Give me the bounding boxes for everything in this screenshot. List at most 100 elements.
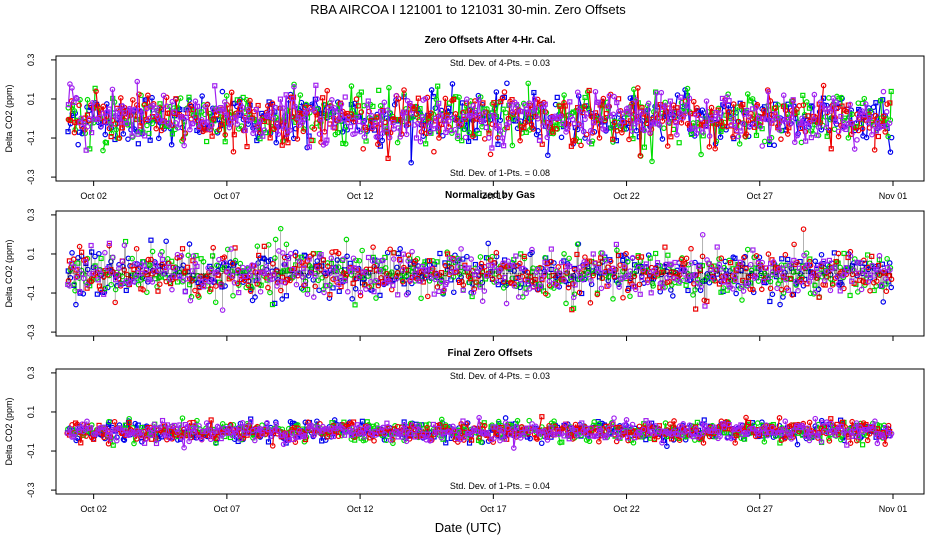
data-point [327,292,333,298]
data-point [297,92,304,98]
connector [469,115,471,117]
data-point [330,276,336,282]
data-point [551,260,557,266]
data-point [88,278,95,285]
data-point [149,94,155,101]
data-point [430,265,436,272]
data-point [735,133,742,140]
y-axis-label: Delta CO2 (ppm) [4,239,14,307]
data-point [112,299,118,306]
data-point [254,243,261,249]
data-point [855,100,862,106]
data-point [744,91,751,97]
data-point [314,96,320,102]
data-point [355,103,361,109]
data-point [736,141,743,147]
data-point [123,287,129,294]
data-point [511,116,517,122]
connector [71,105,75,112]
data-point [301,126,307,132]
data-point [602,127,608,133]
data-point [70,256,77,263]
data-point [461,113,467,120]
data-point [754,101,761,108]
data-point [658,89,665,96]
data-point [698,151,704,158]
data-point [372,119,378,126]
data-point [879,123,885,130]
connector [277,99,282,135]
data-point [610,111,617,118]
data-point [75,260,81,266]
data-point [544,119,550,126]
data-point [851,146,858,152]
data-point [818,251,825,258]
data-point [450,114,456,121]
connector [568,124,572,147]
data-point [467,276,474,282]
connector [80,117,85,124]
connector [544,104,548,138]
data-point [403,267,409,273]
data-point [713,109,719,116]
data-point [477,254,484,260]
data-point [245,282,252,289]
connector [695,114,698,134]
connector [844,109,847,113]
data-point [172,109,178,115]
connector [588,90,592,117]
connector [381,102,385,134]
data-point [629,128,635,134]
data-point [719,126,725,132]
data-point [670,113,677,120]
connector [398,98,402,120]
data-point [221,254,228,260]
connector [402,112,408,135]
connector [625,123,629,130]
data-point [199,93,205,99]
connector [724,100,728,127]
panel-title: Normalized by Gas [445,190,535,201]
connector [768,120,773,140]
data-point [550,272,556,279]
data-point [419,114,426,120]
data-point [811,91,818,98]
data-point [193,252,199,259]
connector [326,107,330,141]
data-point [186,241,193,247]
connector [324,90,328,132]
data-point [354,114,360,120]
data-point [582,94,588,101]
x-tick-label: Oct 12 [347,191,374,201]
data-point [345,119,351,126]
data-point [528,121,535,128]
connector [129,108,132,111]
data-point [67,267,74,273]
data-point [83,147,89,153]
data-point [370,103,376,109]
data-point [558,276,564,283]
connector [843,122,847,130]
connector [595,119,601,139]
data-point [797,120,803,126]
data-point [803,99,810,105]
data-point [187,282,193,288]
connector [721,98,725,105]
data-point [594,291,601,298]
data-point [452,126,458,133]
connector [69,100,73,121]
data-point [287,277,293,284]
connector [558,115,562,118]
data-point [171,271,178,278]
data-point [733,290,739,297]
connector [145,95,149,120]
data-point [741,254,747,261]
data-point [267,109,273,115]
data-point [283,241,290,248]
data-point [76,243,83,250]
data-point [555,264,562,270]
stddev-annotation-top: Std. Dev. of 4-Pts. = 0.03 [450,58,550,68]
connector [206,121,211,130]
connector [597,102,602,119]
data-point [760,107,767,114]
